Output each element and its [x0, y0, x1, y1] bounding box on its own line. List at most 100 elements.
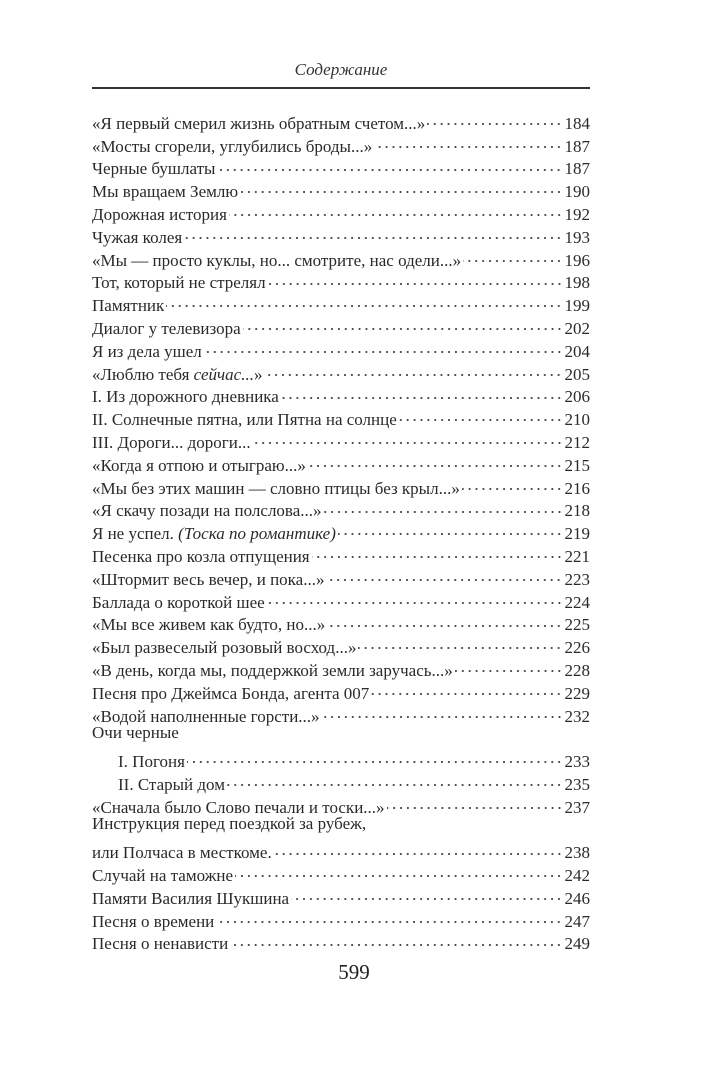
- entry-title-text: Памяти Василия Шукшина: [92, 888, 290, 908]
- toc-entry-page: 246: [564, 888, 591, 908]
- dot-leader: [323, 493, 563, 517]
- toc-entry-page: 237: [564, 797, 591, 817]
- toc-entry-title: I. Из дорожного дневника: [92, 386, 279, 409]
- entry-title-text: Очи черные: [92, 722, 179, 742]
- toc-entry-page: 219: [564, 524, 591, 544]
- toc-entry-title: Памяти Василия Шукшина: [92, 888, 289, 911]
- entry-title-text: «Был развеселый розовый восход...»: [92, 638, 357, 658]
- entry-title-text: Я не успел.: [92, 524, 179, 544]
- toc-entry: или Полчаса в месткоме. 238: [92, 835, 590, 862]
- toc-entry-page: 223: [564, 569, 591, 589]
- toc-entry-page: 249: [564, 934, 591, 954]
- entry-title-tail: »: [253, 364, 263, 384]
- toc-entry-page: 242: [564, 866, 591, 886]
- dot-leader: [463, 242, 563, 266]
- toc-entry-page: 215: [564, 455, 591, 475]
- toc-entry-page: 204: [564, 341, 591, 361]
- dot-leader: [371, 675, 563, 699]
- toc-entry: «Мы без этих машин — словно птицы без кр…: [92, 470, 590, 498]
- dot-leader: [374, 128, 563, 152]
- dot-leader: [427, 106, 563, 129]
- toc-entry: I. Из дорожного дневника 206: [92, 379, 590, 406]
- toc-entry: «Когда я отпою и отыграю...» 215: [92, 447, 590, 475]
- toc-entry-title: или Полчаса в месткоме.: [92, 842, 272, 865]
- toc-entry: «Я первый смерил жизнь обратным счетом..…: [92, 106, 590, 133]
- toc-entry-title: Черные бушлаты: [92, 158, 215, 181]
- entry-title-text: Баллада о короткой шее: [92, 592, 265, 612]
- dot-leader: [240, 174, 563, 198]
- toc-entry: II. Солнечные пятна, или Пятна на солнце…: [92, 402, 590, 429]
- dot-leader: [216, 903, 563, 927]
- toc-entry-page: 228: [564, 660, 591, 680]
- toc-entry-title: Инструкция перед поездкой за рубеж,: [92, 813, 366, 836]
- entry-title-text: II. Старый дом: [118, 774, 225, 794]
- dot-leader: [454, 653, 563, 676]
- entry-title-text: «Когда я отпою и отыграю...»: [92, 455, 306, 475]
- dot-leader: [264, 356, 563, 380]
- toc-entry: «Водой наполненные горсти...» 232: [92, 698, 590, 726]
- toc-entry: «В день, когда мы, поддержкой земли зару…: [92, 653, 590, 680]
- toc-entry-title: Песня про Джеймса Бонда, агента 007: [92, 683, 369, 706]
- dot-leader: [398, 402, 563, 426]
- toc-entry-title: Песенка про козла отпущения: [92, 546, 310, 569]
- toc-entry-page: 229: [564, 683, 591, 703]
- entry-title-text: I. Из дорожного дневника: [92, 387, 279, 407]
- toc-entry-title: Я из дела ушел: [92, 341, 202, 364]
- toc-entry: Мы вращаем Землю 190: [92, 174, 590, 201]
- toc-entry-page: 210: [564, 410, 591, 430]
- dot-leader: [266, 584, 563, 608]
- entry-title-text: Памятник: [92, 296, 165, 316]
- toc-entry-title: «Сначала было Слово печали и тоски...»: [92, 797, 385, 820]
- toc-entry-title: Мы вращаем Землю: [92, 181, 238, 204]
- toc-entry: Песня про Джеймса Бонда, агента 007 229: [92, 675, 590, 703]
- toc-entry-page: 238: [564, 843, 591, 863]
- entry-title-text: Черные бушлаты: [92, 159, 216, 179]
- toc-entry-title: «Мы все живем как будто, но...»: [92, 614, 325, 637]
- page-number: 599: [338, 960, 370, 984]
- table-of-contents: «Я первый смерил жизнь обратным счетом..…: [92, 106, 591, 953]
- toc-entry-title: «В день, когда мы, поддержкой земли зару…: [92, 660, 453, 683]
- entry-title-text: Случай на таможне: [92, 866, 234, 886]
- entry-title-text: Я из дела ушел: [92, 341, 202, 361]
- header-rule: [92, 87, 590, 89]
- dot-leader: [267, 265, 563, 289]
- toc-entry: «Люблю тебя сейчас...» 205: [92, 356, 590, 384]
- toc-entry-title: «Водой наполненные горсти...»: [92, 706, 320, 729]
- toc-entry-title: «Был развеселый розовый восход...»: [92, 637, 356, 660]
- dot-leader: [321, 698, 563, 722]
- entry-title-text: «Мы без этих машин — словно птицы без кр…: [92, 478, 460, 498]
- entry-title-text: «Люблю тебя: [92, 364, 194, 384]
- toc-entry-title: I. Погоня: [118, 751, 185, 774]
- toc-entry-title: Чужая колея: [92, 227, 182, 250]
- entry-title-text: «Мы все живем как будто, но...»: [92, 615, 326, 635]
- toc-entry-title: «Я первый смерил жизнь обратным счетом..…: [92, 113, 425, 136]
- toc-entry: Чужая колея 193: [92, 219, 590, 247]
- toc-entry-page: 198: [564, 273, 591, 293]
- dot-leader: [291, 881, 563, 904]
- toc-entry-page: 216: [564, 478, 591, 498]
- toc-entry-title: II. Старый дом: [118, 774, 225, 797]
- dot-leader: [280, 379, 563, 403]
- toc-entry-page: 218: [564, 501, 591, 521]
- toc-entry: Памяти Василия Шукшина 246: [92, 881, 590, 908]
- toc-entry: «Я скачу позади на полслова...» 218: [92, 493, 590, 520]
- entry-title-text: «Сначала было Слово печали и тоски...»: [92, 797, 385, 817]
- toc-entry-title: Я не успел. (Тоска по романтике): [92, 523, 336, 546]
- entry-title-text: «Мы — просто куклы, но... смотрите, нас …: [92, 250, 462, 270]
- toc-entry: «Штормит весь вечер, и пока...» 223: [92, 561, 590, 589]
- toc-entry-page: 224: [564, 592, 591, 612]
- dot-leader: [217, 151, 563, 175]
- toc-entry: III. Дороги... дороги... 212: [92, 425, 590, 452]
- dot-leader: [228, 197, 563, 220]
- entry-title-text: Песня про Джеймса Бонда, агента 007: [92, 683, 370, 703]
- toc-entry-title: Случай на таможне: [92, 865, 233, 888]
- entry-title-text: Инструкция перед поездкой за рубеж,: [92, 813, 367, 833]
- toc-entry-title: «Мы — просто куклы, но... смотрите, нас …: [92, 250, 461, 273]
- toc-entry-page: 235: [564, 774, 591, 794]
- entry-title-text: Песня о времени: [92, 911, 215, 931]
- dot-leader: [326, 561, 563, 585]
- toc-entry: Песня о времени 247: [92, 903, 590, 931]
- toc-entry-page: 187: [564, 159, 591, 179]
- toc-entry-title: Песня о ненависти: [92, 933, 228, 956]
- toc-entry-page: 247: [564, 911, 591, 931]
